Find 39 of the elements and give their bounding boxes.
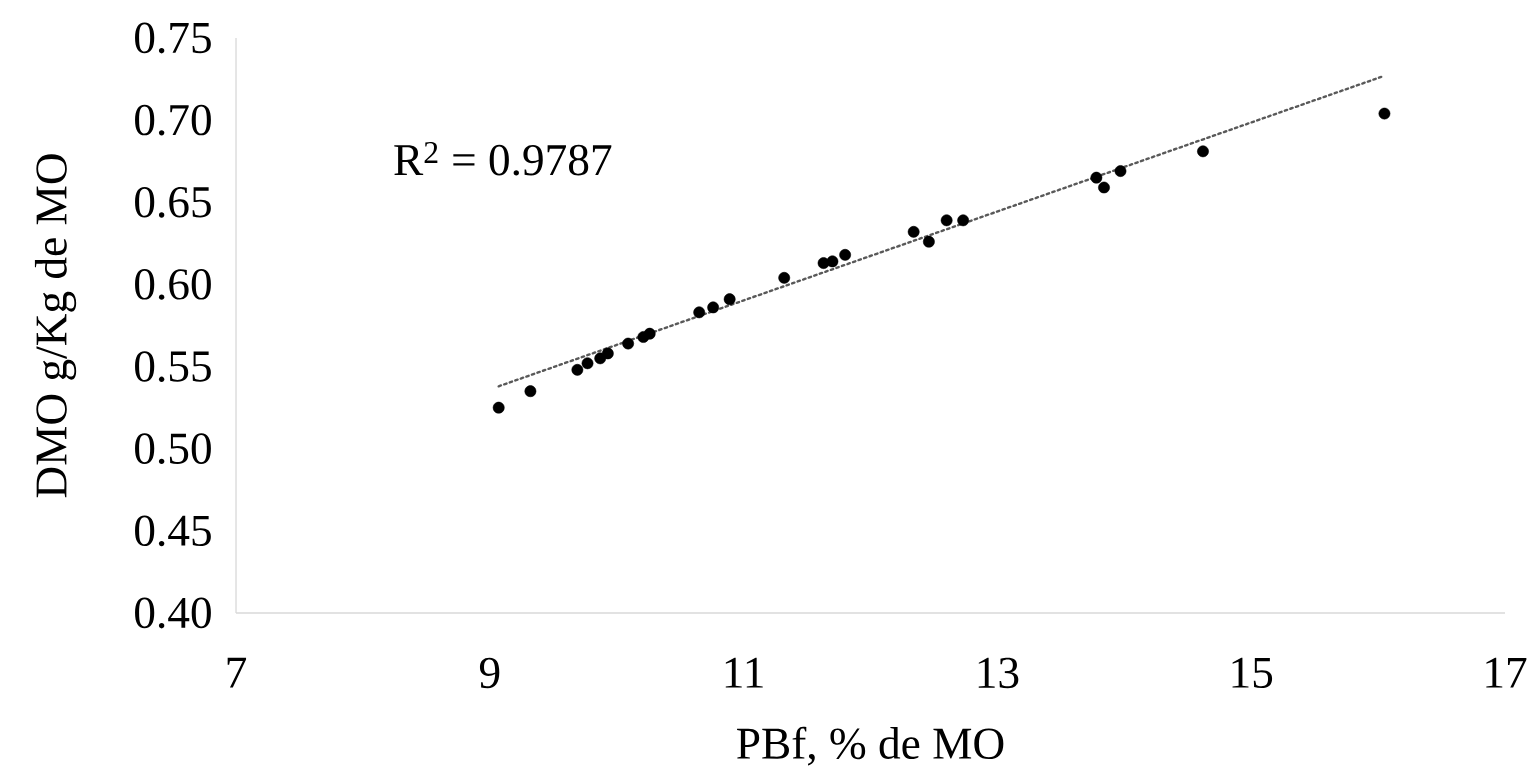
point: [1378, 107, 1391, 120]
x-tick-label: 9: [479, 657, 500, 689]
point: [940, 214, 953, 227]
y-tick-label: 0.50: [135, 433, 211, 465]
point: [643, 327, 656, 340]
x-tick-label: 15: [1232, 657, 1273, 689]
y-tick-label: 0.65: [135, 186, 211, 218]
x-tick-label: 7: [227, 657, 247, 688]
point: [581, 357, 594, 370]
y-tick-label: 0.70: [135, 104, 211, 136]
x-tick-label: 13: [978, 657, 1019, 689]
point: [1114, 165, 1127, 177]
point: [622, 337, 634, 350]
point: [957, 214, 970, 227]
y-tick-label: 0.60: [135, 269, 211, 300]
y-tick-label: 0.55: [135, 351, 211, 382]
point: [826, 255, 839, 268]
point: [778, 271, 791, 284]
point: [693, 306, 706, 319]
x-tick-label: 11: [725, 657, 763, 688]
point: [1098, 181, 1110, 194]
x-axis-title: PBf, % de MO: [737, 726, 1004, 766]
point: [723, 293, 736, 306]
point: [492, 401, 505, 414]
point: [1197, 145, 1209, 158]
point: [839, 248, 851, 261]
y-axis-title: DMO g/Kg de MO: [34, 154, 77, 498]
point: [571, 363, 584, 376]
y-tick-label: 0.45: [135, 515, 211, 547]
y-tick-label: 0.75: [135, 22, 211, 54]
y-tick-label: 0.40: [135, 597, 211, 629]
x-tick-label: 17: [1486, 657, 1527, 688]
point: [601, 347, 614, 360]
point: [1090, 171, 1103, 184]
point: [524, 385, 537, 398]
point: [907, 225, 920, 238]
annotation: R$^{2}$ = 0.9787: [394, 141, 612, 176]
point: [923, 235, 935, 248]
point: [707, 301, 720, 314]
